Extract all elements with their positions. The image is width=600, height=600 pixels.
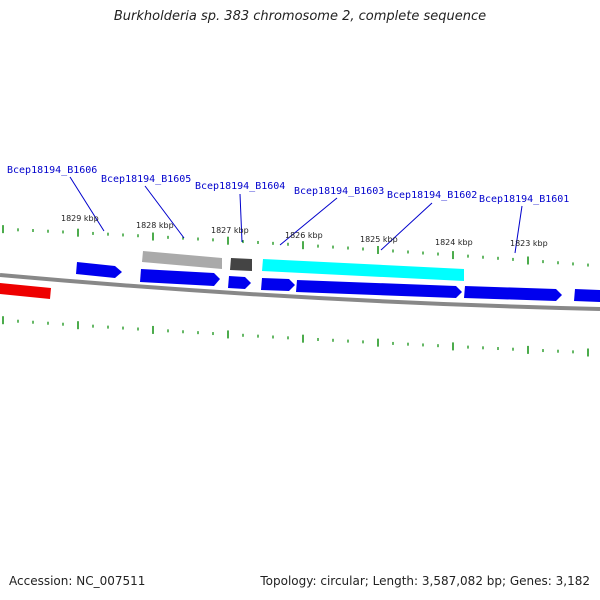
scale-label: 1827 kbp xyxy=(211,226,249,235)
scale-label: 1826 kbp xyxy=(285,231,323,240)
gene-label[interactable]: Bcep18194_B1603 xyxy=(294,186,384,197)
gene-label[interactable]: Bcep18194_B1605 xyxy=(101,174,191,185)
accession-text: Accession: NC_007511 xyxy=(9,574,146,588)
gene-dark-gray[interactable] xyxy=(230,258,252,271)
map-title: Burkholderia sp. 383 chromosome 2, compl… xyxy=(113,9,487,24)
gene-arrow[interactable] xyxy=(76,262,122,278)
scale-label: 1824 kbp xyxy=(435,238,473,247)
leader-line xyxy=(239,193,243,243)
leader-line xyxy=(69,176,105,232)
gene-label[interactable]: Bcep18194_B1601 xyxy=(479,194,569,205)
gene-arrow[interactable] xyxy=(140,269,220,286)
scale-label: 1829 kbp xyxy=(61,214,99,223)
gene-cyan[interactable] xyxy=(262,259,464,281)
gene-label[interactable]: Bcep18194_B1602 xyxy=(387,190,477,201)
scale-label: 1825 kbp xyxy=(360,235,398,244)
chromosome-backbone xyxy=(0,273,600,311)
gene-arrow[interactable] xyxy=(261,278,295,291)
leader-line xyxy=(279,197,338,246)
leader-line xyxy=(514,205,523,254)
gene-red[interactable] xyxy=(0,283,51,299)
leader-line xyxy=(144,185,185,239)
gene-label[interactable]: Bcep18194_B1604 xyxy=(195,181,285,192)
gene-arrow[interactable] xyxy=(574,289,600,302)
gene-label[interactable]: Bcep18194_B1606 xyxy=(7,165,97,176)
scale-label: 1823 kbp xyxy=(510,239,548,248)
topology-text: Topology: circular; Length: 3,587,082 bp… xyxy=(260,574,590,588)
inner-scale-ticks xyxy=(2,316,589,357)
leader-line xyxy=(380,202,433,251)
gene-features xyxy=(0,251,600,302)
scale-label: 1828 kbp xyxy=(136,221,174,230)
gene-arrow[interactable] xyxy=(228,276,251,289)
gene-label-leaders xyxy=(69,176,523,254)
scale-labels: 1829 kbp 1828 kbp 1827 kbp 1826 kbp 1825… xyxy=(61,214,548,248)
gene-arrow[interactable] xyxy=(464,286,562,301)
gene-labels: Bcep18194_B1606 Bcep18194_B1605 Bcep1819… xyxy=(7,165,569,205)
gene-gray[interactable] xyxy=(142,251,222,269)
gene-arrow[interactable] xyxy=(296,280,462,298)
